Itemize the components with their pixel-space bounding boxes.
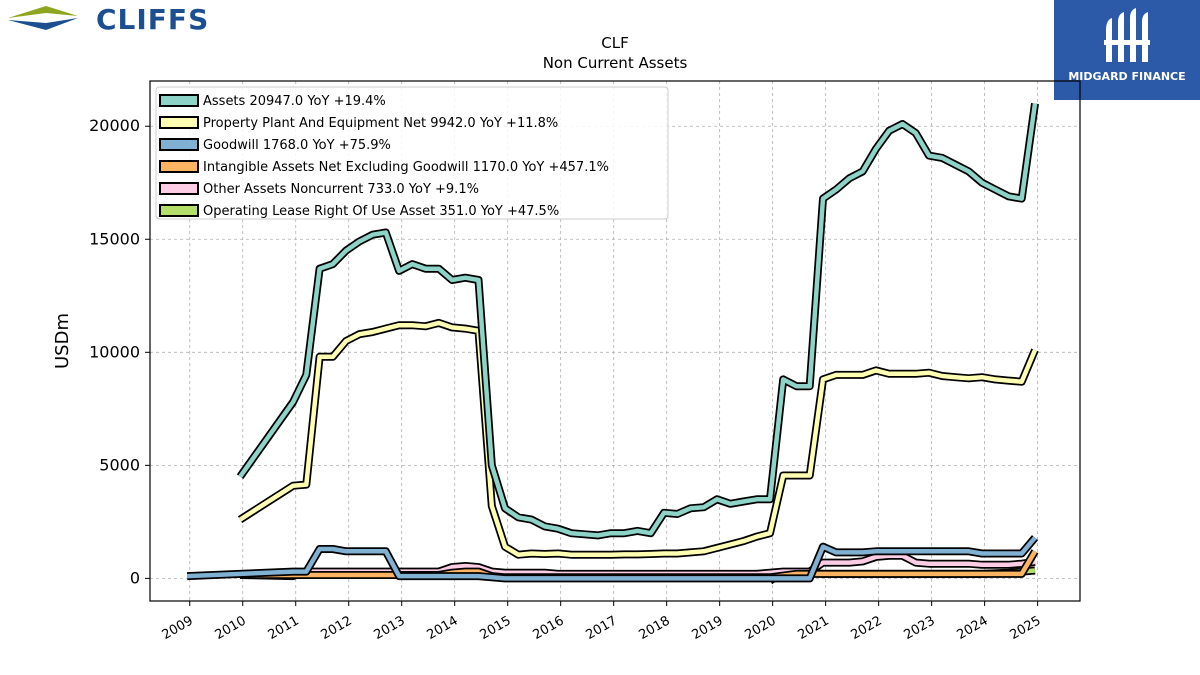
chart-subtitle: Non Current Assets: [543, 54, 688, 72]
y-tick-label: 20000: [89, 116, 140, 135]
y-axis-label: USDm: [52, 313, 73, 369]
legend-swatch: [159, 138, 199, 151]
x-tick-label: 2021: [795, 613, 831, 643]
legend-swatch: [159, 116, 199, 129]
y-tick-label: 10000: [89, 342, 140, 361]
x-tick-label: 2010: [213, 613, 249, 643]
logo-chevron-bottom: [8, 18, 78, 30]
x-tick-label: 2011: [266, 613, 302, 643]
brand-text: MIDGARD FINANCE: [1068, 70, 1186, 83]
x-tick-label: 2018: [637, 613, 673, 643]
midgard-finance-badge: MIDGARD FINANCE: [1054, 0, 1200, 100]
x-tick-label: 2024: [954, 613, 990, 643]
y-tick-label: 5000: [99, 455, 140, 474]
series-lines: [186, 103, 1039, 585]
x-tick-label: 2022: [848, 613, 884, 643]
x-tick-label: 2013: [372, 613, 408, 643]
legend-entry: Other Assets Noncurrent 733.0 YoY +9.1%: [203, 182, 479, 197]
y-tick-label: 15000: [89, 229, 140, 248]
legend-entry: Assets 20947.0 YoY +19.4%: [203, 94, 386, 109]
legend-box: [155, 86, 669, 220]
cliffs-chevron-icon: [8, 6, 78, 30]
series-outline-property-plant-and-equipment-net: [237, 318, 1039, 559]
x-tick-label: 2019: [689, 613, 725, 643]
x-tick-label: 2020: [742, 613, 778, 643]
legend-entry: Intangible Assets Net Excluding Goodwill…: [203, 160, 609, 175]
midgard-m-icon: [1104, 8, 1150, 62]
series-line-property-plant-and-equipment-net: [238, 320, 1038, 557]
series-line-goodwill: [187, 536, 1037, 581]
legend: Assets 20947.0 YoY +19.4% Property Plant …: [155, 86, 669, 220]
y-tick-label: 0: [130, 568, 140, 587]
legend-swatch: [159, 204, 199, 217]
x-tick-label: 2012: [319, 613, 355, 643]
x-tick-label: 2025: [1007, 613, 1043, 643]
x-tick-label: 2015: [478, 613, 514, 643]
legend-swatch: [159, 94, 199, 107]
plot-frame: [149, 80, 1081, 602]
chart-title: CLF: [601, 34, 628, 52]
logo-text: CLIFFS: [96, 3, 210, 36]
legend-entry: Operating Lease Right Of Use Asset 351.0…: [203, 204, 559, 219]
legend-swatch: [159, 160, 199, 173]
logo-chevron-top: [8, 6, 78, 18]
legend-entry: Goodwill 1768.0 YoY +75.9%: [203, 138, 391, 153]
x-tick-label: 2023: [901, 613, 937, 643]
legend-entry: Property Plant And Equipment Net 9942.0 …: [203, 116, 558, 131]
x-tick-label: 2016: [531, 613, 567, 643]
x-tick-label: 2009: [160, 613, 196, 643]
x-tick-label: 2014: [425, 613, 461, 643]
legend-swatch: [159, 182, 199, 195]
x-tick-label: 2017: [584, 613, 620, 643]
company-logo: CLIFFS: [8, 2, 248, 38]
series-line-assets: [238, 103, 1038, 538]
